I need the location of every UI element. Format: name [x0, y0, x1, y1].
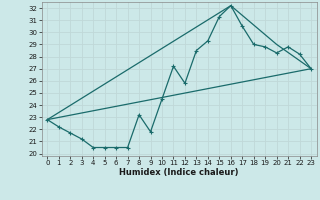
X-axis label: Humidex (Indice chaleur): Humidex (Indice chaleur): [119, 168, 239, 177]
